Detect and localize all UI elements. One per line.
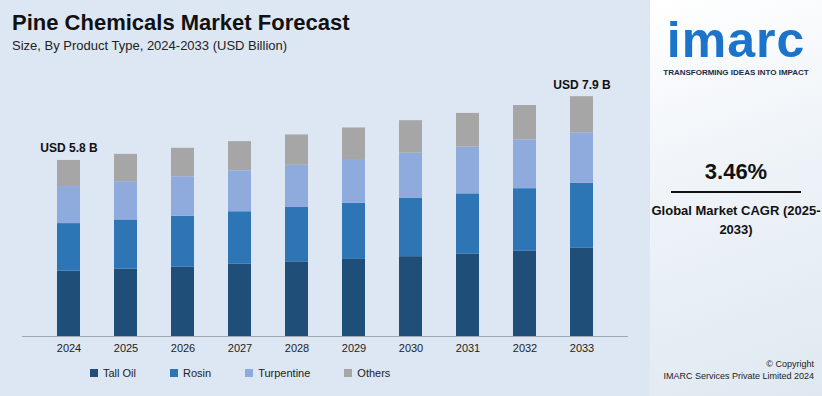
svg-text:2032: 2032 [513,342,537,354]
svg-text:2027: 2027 [228,342,252,354]
html-text:TRANSFORMING IDEAS INTO IMPACT: TRANSFORMING IDEAS INTO IMPACT [663,68,809,77]
svg-text:2033: 2033 [570,342,594,354]
html-text:IMARC Services Private Limited: IMARC Services Private Limited 2024 [663,371,814,381]
html-text:Size, By Product Type, 2024-20: Size, By Product Type, 2024-2033 (USD Bi… [12,38,288,53]
svg-text:2029: 2029 [342,342,366,354]
html-text:Global Market CAGR (2025-2033): Global Market CAGR (2025-2033) [651,203,821,237]
html-text:Rosin: Rosin [183,367,212,379]
html-text:Tall Oil: Tall Oil [103,367,136,379]
html-text:© Copyright: © Copyright [766,359,814,369]
svg-text:2026: 2026 [171,342,195,354]
html-text:Turpentine: Turpentine [258,367,311,379]
html-text:imarc: imarc [666,12,806,68]
svg-text:USD 7.9 B: USD 7.9 B [553,78,611,92]
html-text:Others: Others [357,367,391,379]
html-text:Pine Chemicals Market Forecast: Pine Chemicals Market Forecast [12,10,350,35]
html-text:3.46%: 3.46% [704,159,768,184]
svg-text:2024: 2024 [57,342,81,354]
svg-text:2028: 2028 [285,342,309,354]
svg-text:USD 5.8 B: USD 5.8 B [40,141,98,155]
svg-text:2031: 2031 [456,342,480,354]
svg-text:2030: 2030 [399,342,423,354]
svg-text:2025: 2025 [114,342,138,354]
